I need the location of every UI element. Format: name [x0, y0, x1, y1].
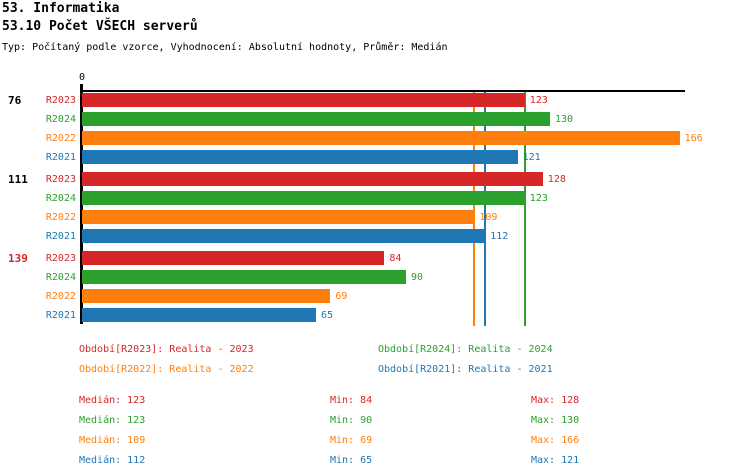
bar-value-label: 90 — [411, 272, 424, 283]
report-meta: Typ: Počítaný podle vzorce, Vyhodnocení:… — [2, 42, 448, 53]
bar-value-label: 166 — [684, 133, 703, 144]
bar-value-label: 123 — [529, 95, 548, 106]
legend-item-r2023: Období[R2023]: Realita - 2023 — [79, 344, 254, 355]
series-label-r2023: R2023 — [45, 95, 76, 106]
bar-value-label: 121 — [522, 152, 541, 163]
stat-min-r2022: Min: 69 — [330, 435, 373, 446]
legend-item-r2021: Období[R2021]: Realita - 2021 — [378, 364, 553, 375]
bar-r2021-group-76 — [82, 150, 518, 164]
bar-value-label: 109 — [479, 212, 498, 223]
series-label-r2023: R2023 — [45, 253, 76, 264]
bar-r2023-group-111 — [82, 172, 543, 186]
series-label-r2022: R2022 — [45, 291, 76, 302]
series-label-r2022: R2022 — [45, 133, 76, 144]
report-title: 53. Informatika — [2, 1, 120, 16]
bar-value-label: 112 — [490, 231, 509, 242]
bar-r2024-group-111 — [82, 191, 525, 205]
median-line-r2024 — [523, 92, 526, 326]
series-label-r2021: R2021 — [45, 152, 76, 163]
series-label-r2024: R2024 — [45, 272, 76, 283]
y-axis-line — [80, 84, 83, 324]
x-axis-line — [82, 90, 685, 92]
stat-median-r2024: Medián: 123 — [79, 415, 146, 426]
series-label-r2023: R2023 — [45, 174, 76, 185]
stat-max-r2023: Max: 128 — [531, 395, 580, 406]
group-label-139: 139 — [8, 252, 28, 265]
bar-value-label: 69 — [335, 291, 348, 302]
median-line-r2021 — [484, 92, 487, 326]
median-line-r2022 — [473, 92, 476, 326]
legend-item-r2022: Období[R2022]: Realita - 2022 — [79, 364, 254, 375]
bar-r2024-group-139 — [82, 270, 406, 284]
bar-r2023-group-139 — [82, 251, 385, 265]
stat-median-r2021: Medián: 112 — [79, 455, 146, 466]
series-label-r2021: R2021 — [45, 231, 76, 242]
stat-max-r2024: Max: 130 — [531, 415, 580, 426]
bar-r2022-group-111 — [82, 210, 475, 224]
bar-value-label: 123 — [529, 193, 548, 204]
stat-max-r2021: Max: 121 — [531, 455, 580, 466]
stat-min-r2023: Min: 84 — [330, 395, 373, 406]
stat-median-r2022: Medián: 109 — [79, 435, 146, 446]
bar-value-label: 130 — [555, 114, 574, 125]
bar-r2023-group-76 — [82, 93, 525, 107]
series-label-r2021: R2021 — [45, 310, 76, 321]
bar-value-label: 128 — [547, 174, 566, 185]
bar-r2022-group-139 — [82, 289, 331, 303]
stat-min-r2021: Min: 65 — [330, 455, 373, 466]
bar-r2021-group-139 — [82, 308, 316, 322]
stat-max-r2022: Max: 166 — [531, 435, 580, 446]
stat-min-r2024: Min: 90 — [330, 415, 373, 426]
legend-item-r2024: Období[R2024]: Realita - 2024 — [378, 344, 553, 355]
stat-median-r2023: Medián: 123 — [79, 395, 146, 406]
series-label-r2022: R2022 — [45, 212, 76, 223]
series-label-r2024: R2024 — [45, 114, 76, 125]
group-label-76: 76 — [8, 94, 22, 107]
bar-value-label: 84 — [389, 253, 402, 264]
series-label-r2024: R2024 — [45, 193, 76, 204]
x-tick-label-0: 0 — [78, 72, 86, 83]
bar-r2022-group-76 — [82, 131, 680, 145]
bar-value-label: 65 — [321, 310, 334, 321]
report-subtitle: 53.10 Počet VŠECH serverů — [2, 19, 198, 34]
bar-r2024-group-76 — [82, 112, 550, 126]
bar-r2021-group-111 — [82, 229, 486, 243]
group-label-111: 111 — [8, 173, 28, 186]
